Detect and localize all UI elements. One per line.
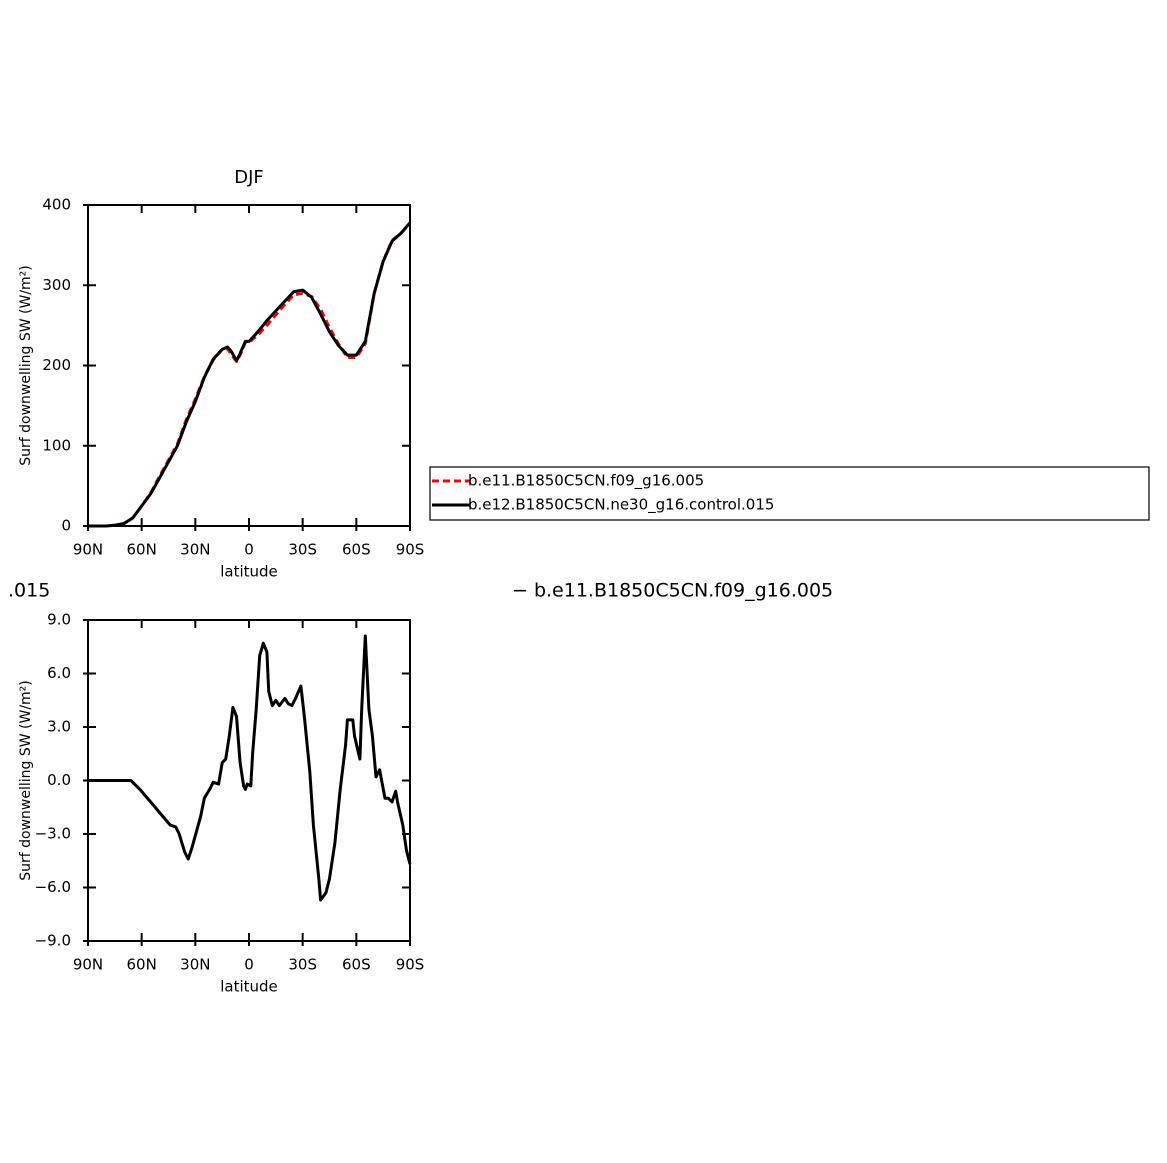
y-tick-label: 0 bbox=[61, 517, 71, 535]
x-tick-label: 90N bbox=[73, 541, 103, 559]
plot-frame bbox=[87, 204, 411, 527]
x-tick-label: 90S bbox=[396, 541, 425, 559]
y-tick-label: 0.0 bbox=[47, 771, 71, 789]
y-tick-label: 6.0 bbox=[47, 664, 71, 682]
x-axis-label: latitude bbox=[220, 563, 278, 581]
data-line bbox=[88, 222, 412, 528]
x-tick-label: 90N bbox=[73, 956, 103, 974]
x-tick-label: 0 bbox=[244, 541, 254, 559]
y-tick-label: 3.0 bbox=[47, 718, 71, 736]
y-tick-label: 200 bbox=[42, 356, 71, 374]
legend-label: b.e12.B1850C5CN.ne30_g16.control.015 bbox=[468, 496, 774, 515]
y-tick-label: 100 bbox=[42, 436, 71, 454]
x-tick-label: 30N bbox=[180, 541, 210, 559]
y-axis-label: Surf downwelling SW (W/m²) bbox=[18, 680, 34, 881]
x-tick-label: 0 bbox=[244, 956, 254, 974]
y-axis-label: Surf downwelling SW (W/m²) bbox=[18, 265, 34, 466]
legend-box bbox=[429, 466, 1150, 521]
x-tick-label: 90S bbox=[396, 956, 425, 974]
chart-title: DJF bbox=[234, 167, 264, 188]
x-tick-label: 60N bbox=[127, 541, 157, 559]
x-tick-label: 30S bbox=[288, 541, 317, 559]
plot-frame bbox=[87, 619, 411, 942]
x-tick-label: 30N bbox=[180, 956, 210, 974]
x-axis-label: latitude bbox=[220, 978, 278, 996]
legend-label: b.e11.B1850C5CN.f09_g16.005 bbox=[468, 472, 704, 491]
y-tick-label: −6.0 bbox=[35, 878, 71, 896]
annotation: .015 bbox=[8, 580, 50, 602]
y-tick-label: 400 bbox=[42, 196, 71, 214]
y-tick-label: 300 bbox=[42, 276, 71, 294]
data-line bbox=[88, 221, 412, 528]
y-tick-label: −9.0 bbox=[35, 932, 71, 950]
annotation: − b.e11.B1850C5CN.f09_g16.005 bbox=[512, 580, 833, 602]
y-tick-label: 9.0 bbox=[47, 611, 71, 629]
x-tick-label: 60S bbox=[342, 956, 371, 974]
x-tick-label: 60N bbox=[127, 956, 157, 974]
x-tick-label: 30S bbox=[288, 956, 317, 974]
x-tick-label: 60S bbox=[342, 541, 371, 559]
data-line bbox=[88, 634, 412, 902]
y-tick-label: −3.0 bbox=[35, 825, 71, 843]
